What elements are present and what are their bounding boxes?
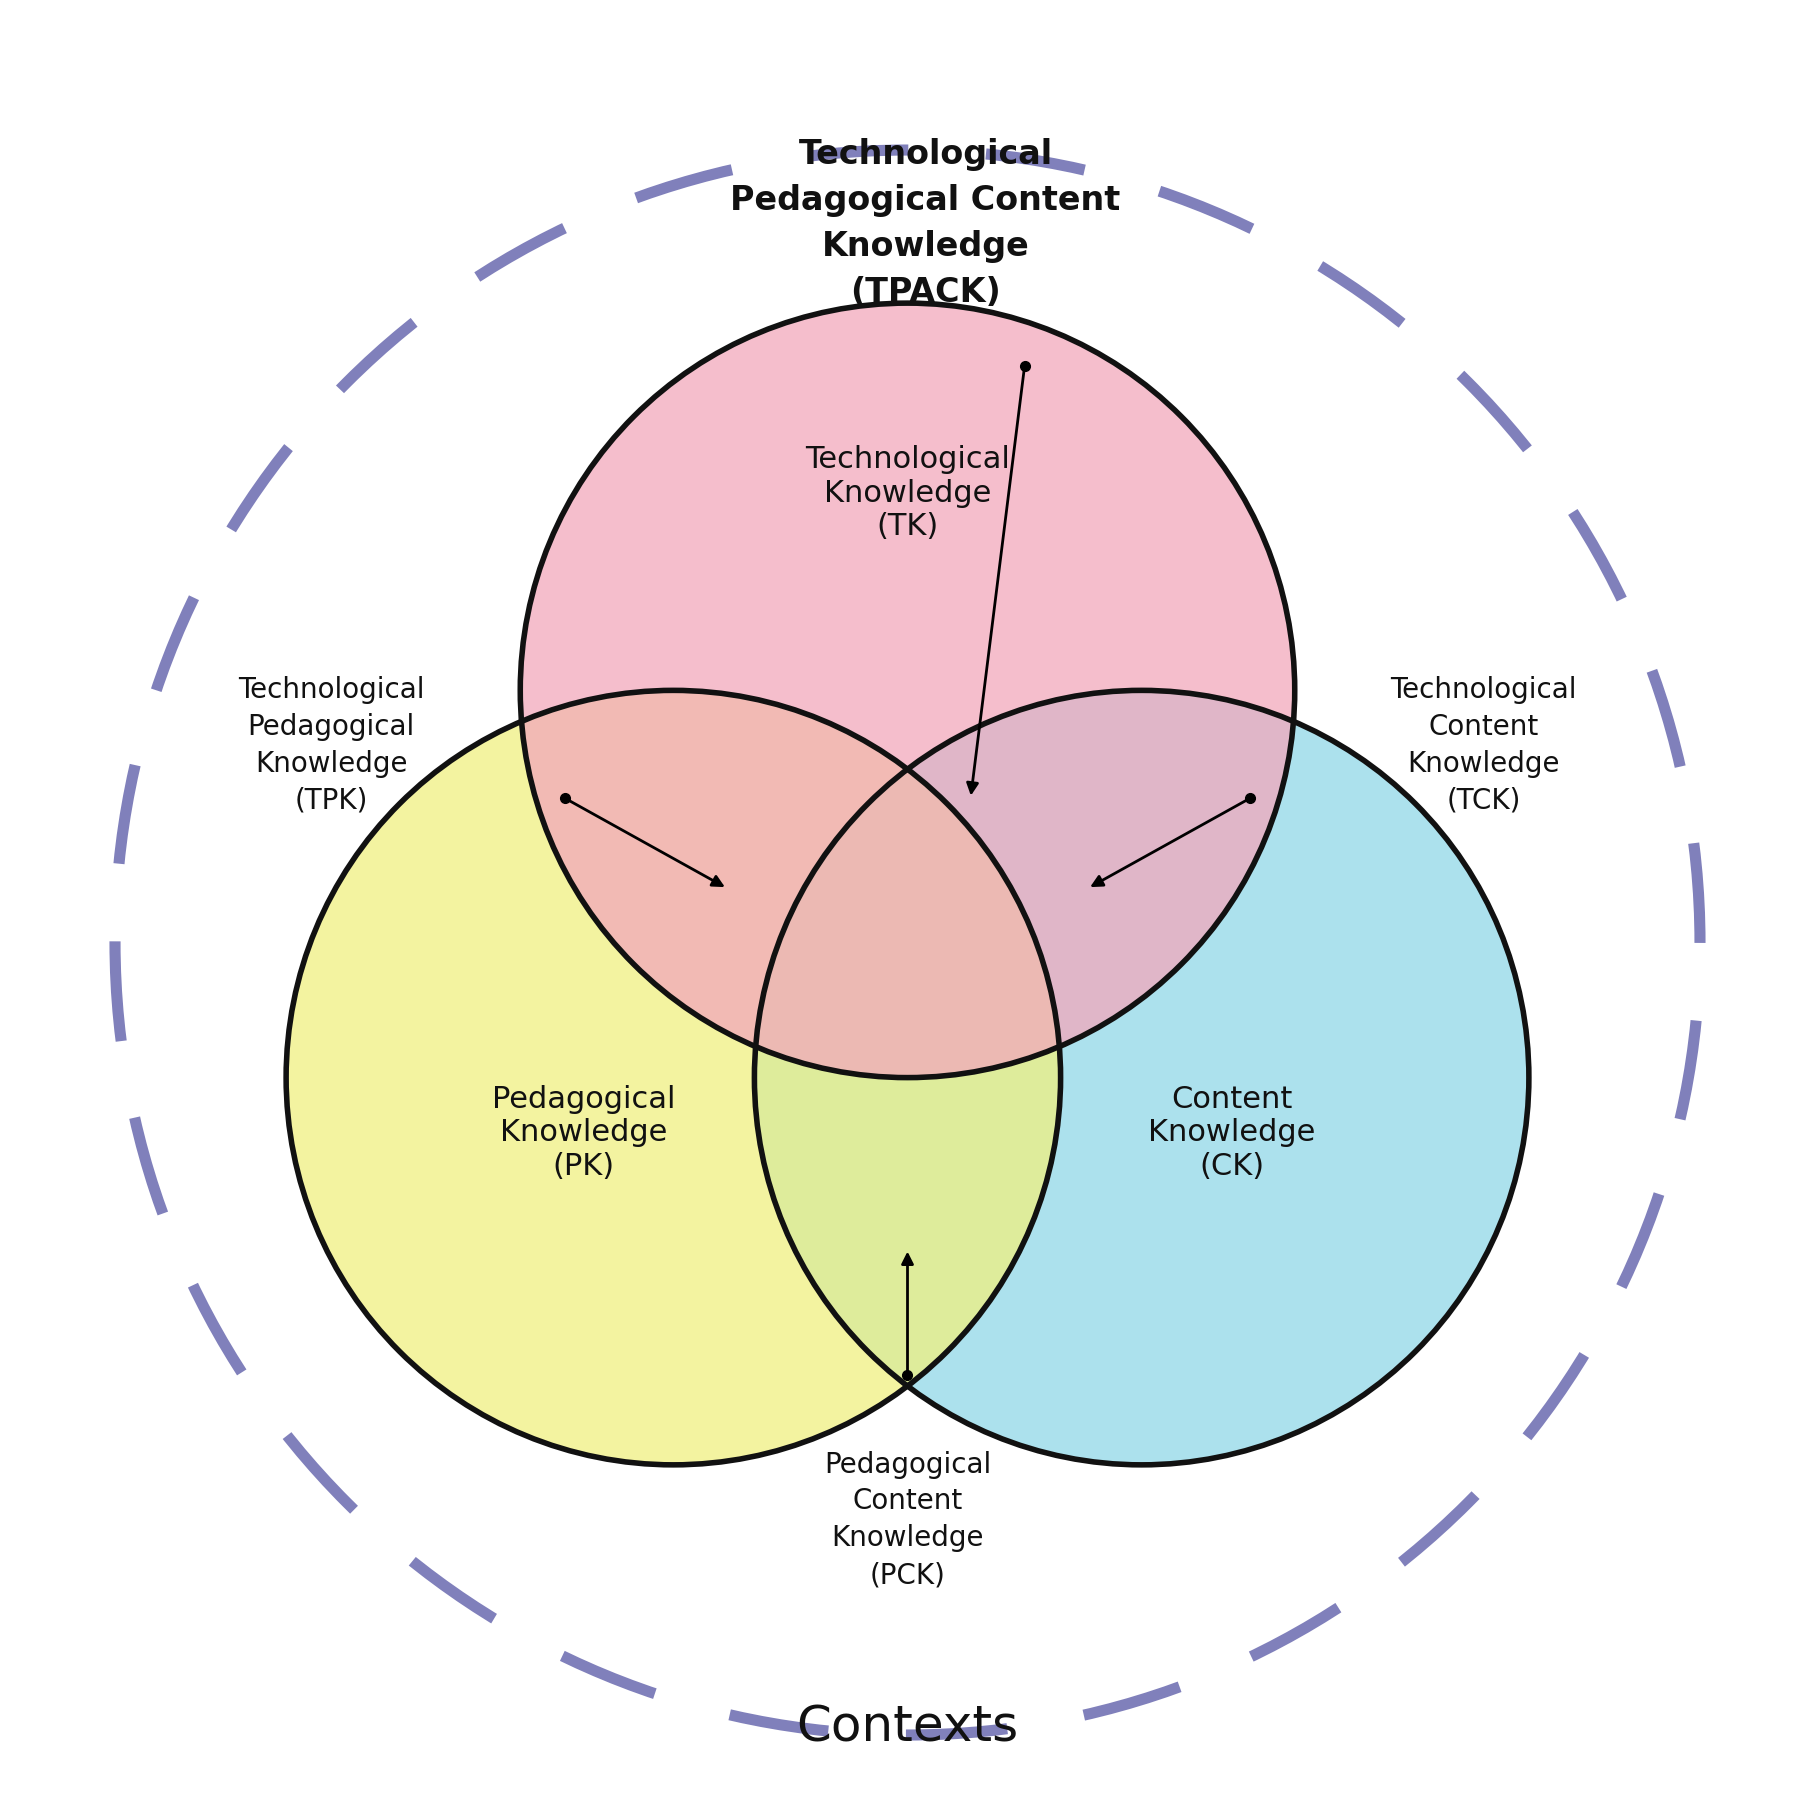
Text: Technological
Pedagogical Content
Knowledge
(TPACK): Technological Pedagogical Content Knowle… [729, 138, 1119, 308]
Text: Pedagogical
Knowledge
(PK): Pedagogical Knowledge (PK) [492, 1085, 675, 1181]
Text: Content
Knowledge
(CK): Content Knowledge (CK) [1148, 1085, 1315, 1181]
Text: Technological
Pedagogical
Knowledge
(TPK): Technological Pedagogical Knowledge (TPK… [238, 677, 424, 814]
Text: Technological
Content
Knowledge
(TCK): Technological Content Knowledge (TCK) [1390, 677, 1576, 814]
Circle shape [755, 691, 1527, 1466]
Text: Contexts: Contexts [796, 1702, 1018, 1751]
Text: Pedagogical
Content
Knowledge
(PCK): Pedagogical Content Knowledge (PCK) [824, 1449, 990, 1589]
Text: Technological
Knowledge
(TK): Technological Knowledge (TK) [805, 444, 1009, 541]
Circle shape [287, 691, 1059, 1466]
Circle shape [521, 305, 1293, 1078]
